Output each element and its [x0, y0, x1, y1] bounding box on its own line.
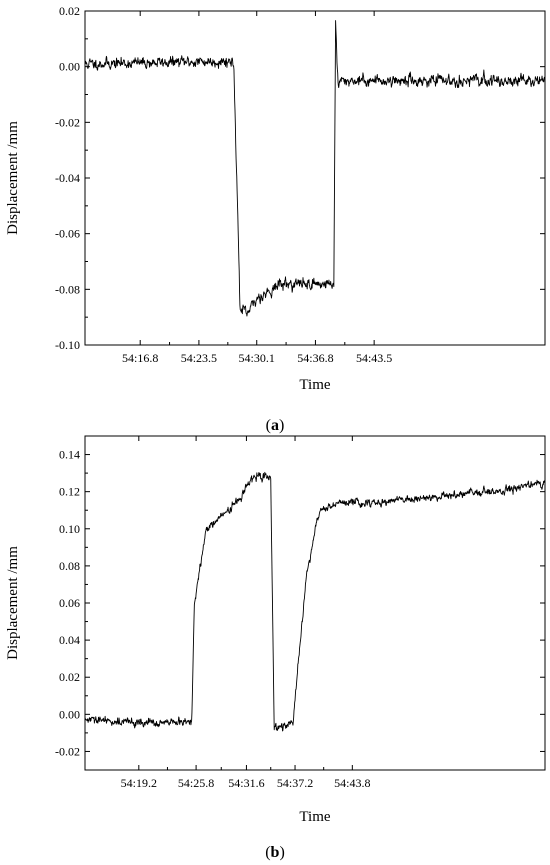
- x-tick-label: 54:19.2: [121, 776, 157, 790]
- y-tick-label: -0.08: [55, 282, 80, 296]
- x-tick-label: 54:25.8: [178, 776, 214, 790]
- plot-frame: [84, 435, 546, 771]
- y-tick-label: 0.02: [59, 4, 80, 18]
- y-tick-label: 0.00: [59, 60, 80, 74]
- x-tick-label: 54:30.1: [239, 351, 275, 365]
- series-line: [84, 20, 546, 317]
- y-tick-label: 0.14: [59, 448, 80, 462]
- panel-letter: b: [271, 844, 280, 861]
- x-axis-title: Time: [299, 377, 330, 393]
- y-tick-label: 0.08: [59, 559, 80, 573]
- y-tick-label: -0.04: [55, 171, 80, 185]
- y-tick-label: -0.02: [55, 744, 80, 758]
- y-axis-title: Displacement /mm: [5, 546, 21, 660]
- chart-panel-a: 0.02 0.00 -0.02 -0.04 -0.06 -0.08 -0.10 54:16.8…: [5, 4, 546, 434]
- x-tick-label: 54:43.5: [356, 351, 392, 365]
- y-tick-label: -0.10: [55, 338, 80, 352]
- y-tick-label: 0.02: [59, 670, 80, 684]
- series-line: [84, 471, 546, 732]
- x-tick-label: 54:43.8: [334, 776, 370, 790]
- y-tick-label: -0.02: [55, 115, 80, 129]
- x-tick-label: 54:16.8: [122, 351, 158, 365]
- panel-caption: (b): [265, 844, 285, 861]
- chart-panel-b: 0.14 0.12 0.10 0.08 0.06 0.04 0.02 0.00 -0.02 54:…: [5, 435, 546, 861]
- x-tick-label: 54:31.6: [228, 776, 264, 790]
- panel-letter: a: [271, 417, 279, 434]
- panel-caption: (a): [266, 417, 285, 434]
- x-tick-label: 54:37.2: [277, 776, 313, 790]
- x-tick-label: 54:36.8: [297, 351, 333, 365]
- y-tick-label: -0.06: [55, 227, 80, 241]
- y-tick-label: 0.00: [59, 707, 80, 721]
- y-tick-label: 0.06: [59, 596, 80, 610]
- y-tick-label: 0.12: [59, 485, 80, 499]
- x-axis-title: Time: [299, 809, 330, 825]
- x-tick-label: 54:23.5: [181, 351, 217, 365]
- y-axis-title: Displacement /mm: [5, 121, 21, 235]
- y-tick-label: 0.04: [59, 633, 80, 647]
- y-tick-label: 0.10: [59, 522, 80, 536]
